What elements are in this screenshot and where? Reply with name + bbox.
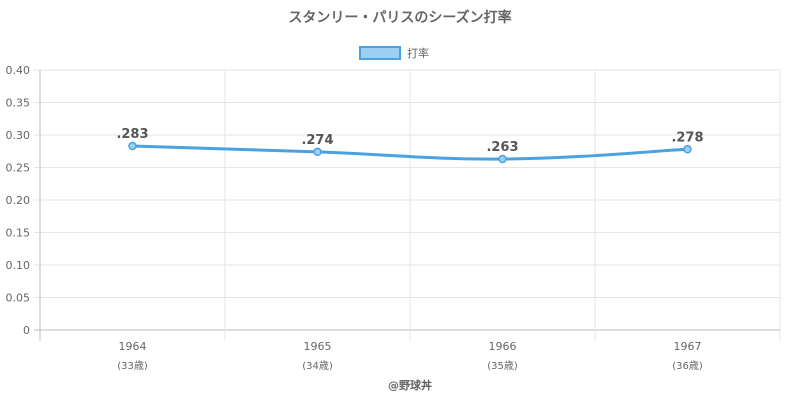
legend-swatch: [359, 46, 401, 60]
x-tick-sublabel: (33歳): [117, 360, 148, 372]
data-label: .278: [671, 130, 703, 145]
legend: 打率: [359, 46, 429, 60]
y-tick-label: 0.10: [6, 259, 31, 272]
y-tick-label: 0.05: [6, 292, 31, 305]
data-label: .274: [301, 133, 333, 148]
x-axis-ticks: 1964 (33歳) 1965 (34歳) 1966 (35歳) 1967 (36歳): [117, 340, 703, 372]
data-label: .283: [116, 127, 148, 142]
x-tick-sublabel: (34歳): [302, 360, 333, 372]
y-tick-label: 0.35: [6, 97, 31, 110]
x-tick-sublabel: (35歳): [487, 360, 518, 372]
x-tick-label: 1965: [304, 340, 332, 353]
chart-title: スタンリー・パリスのシーズン打率: [288, 9, 511, 26]
data-point: [498, 154, 507, 164]
legend-label: 打率: [407, 46, 429, 60]
data-point: [313, 147, 322, 157]
data-point: [683, 145, 692, 154]
y-tick-label: 0.15: [6, 227, 31, 240]
y-tick-label: 0.20: [6, 194, 31, 207]
series-line: [131, 144, 689, 161]
x-tick-sublabel: (36歳): [672, 360, 703, 372]
x-tick-label: 1964: [119, 340, 147, 353]
data-point: [128, 141, 137, 151]
y-tick-label: 0: [23, 324, 30, 337]
x-tick-label: 1967: [674, 340, 702, 353]
y-axis-ticks: 0 0.05 0.10 0.15 0.20 0.25 0.30 0.35 0.40: [6, 64, 31, 337]
data-label: .263: [486, 140, 518, 155]
footer-credit: @野球丼: [388, 378, 432, 392]
series-batting-average: .283 .274 .263 .278: [116, 127, 704, 164]
y-tick-label: 0.25: [6, 162, 31, 175]
y-tick-label: 0.30: [6, 129, 31, 142]
x-tick-label: 1966: [489, 340, 517, 353]
grid: [34, 69, 781, 341]
y-tick-label: 0.40: [6, 64, 31, 77]
